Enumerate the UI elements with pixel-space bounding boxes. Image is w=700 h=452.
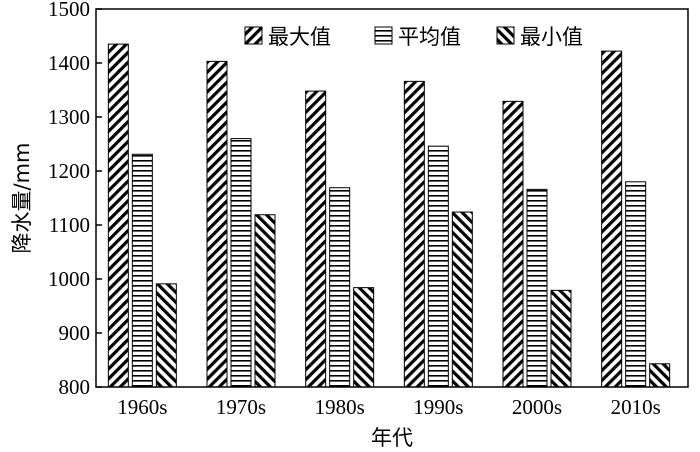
y-tick-label: 1200 — [48, 159, 90, 183]
x-tick-label: 1960s — [117, 395, 167, 419]
x-tick-label: 2010s — [611, 395, 661, 419]
x-tick-label: 1980s — [315, 395, 365, 419]
legend: 最大值 平均值 最小值 — [244, 25, 583, 49]
bar-mean-1980s — [329, 187, 351, 388]
x-axis: 1960s 1970s 1980s 1990s 2000s 2010s — [117, 395, 661, 419]
legend-swatch-mean — [374, 26, 393, 45]
bar-mean-1960s — [131, 153, 153, 388]
y-tick-label: 1400 — [48, 51, 90, 75]
legend-swatch-min — [496, 26, 515, 45]
bar-min-1980s — [353, 287, 375, 388]
y-tick-label: 1000 — [48, 267, 90, 291]
x-tick-label: 2000s — [512, 395, 562, 419]
y-axis: 800 900 1000 1100 1200 1300 1400 1500 — [48, 0, 102, 399]
y-tick-label: 800 — [59, 375, 91, 399]
bar-mean-1990s — [427, 145, 449, 388]
bar-min-2010s — [649, 363, 671, 388]
legend-label-min: 最小值 — [520, 25, 583, 49]
y-tick-label: 1300 — [48, 105, 90, 129]
bar-max-1990s — [403, 80, 425, 388]
bar-max-1960s — [107, 43, 129, 388]
bar-max-1980s — [305, 90, 327, 388]
bar-max-1970s — [206, 60, 228, 388]
x-tick-label: 1990s — [413, 395, 463, 419]
bar-min-2000s — [550, 289, 572, 388]
bar-mean-1970s — [230, 138, 252, 388]
bar-max-2010s — [601, 50, 623, 388]
bars-layer — [107, 43, 671, 388]
legend-label-max: 最大值 — [268, 25, 331, 49]
bar-min-1960s — [155, 283, 177, 388]
bar-max-2000s — [502, 100, 524, 388]
y-tick-label: 900 — [59, 321, 91, 345]
x-tick-label: 1970s — [216, 395, 266, 419]
y-tick-label: 1100 — [49, 213, 90, 237]
legend-swatch-max — [244, 26, 263, 45]
legend-label-mean: 平均值 — [398, 25, 461, 49]
x-axis-title: 年代 — [371, 426, 413, 450]
y-axis-title: 降水量/mm — [10, 143, 34, 254]
plot-frame — [95, 8, 689, 388]
y-tick-label: 1500 — [48, 0, 90, 21]
bar-min-1990s — [451, 211, 473, 388]
bar-min-1970s — [254, 214, 276, 388]
bar-mean-2010s — [625, 181, 647, 388]
bar-mean-2000s — [526, 188, 548, 388]
